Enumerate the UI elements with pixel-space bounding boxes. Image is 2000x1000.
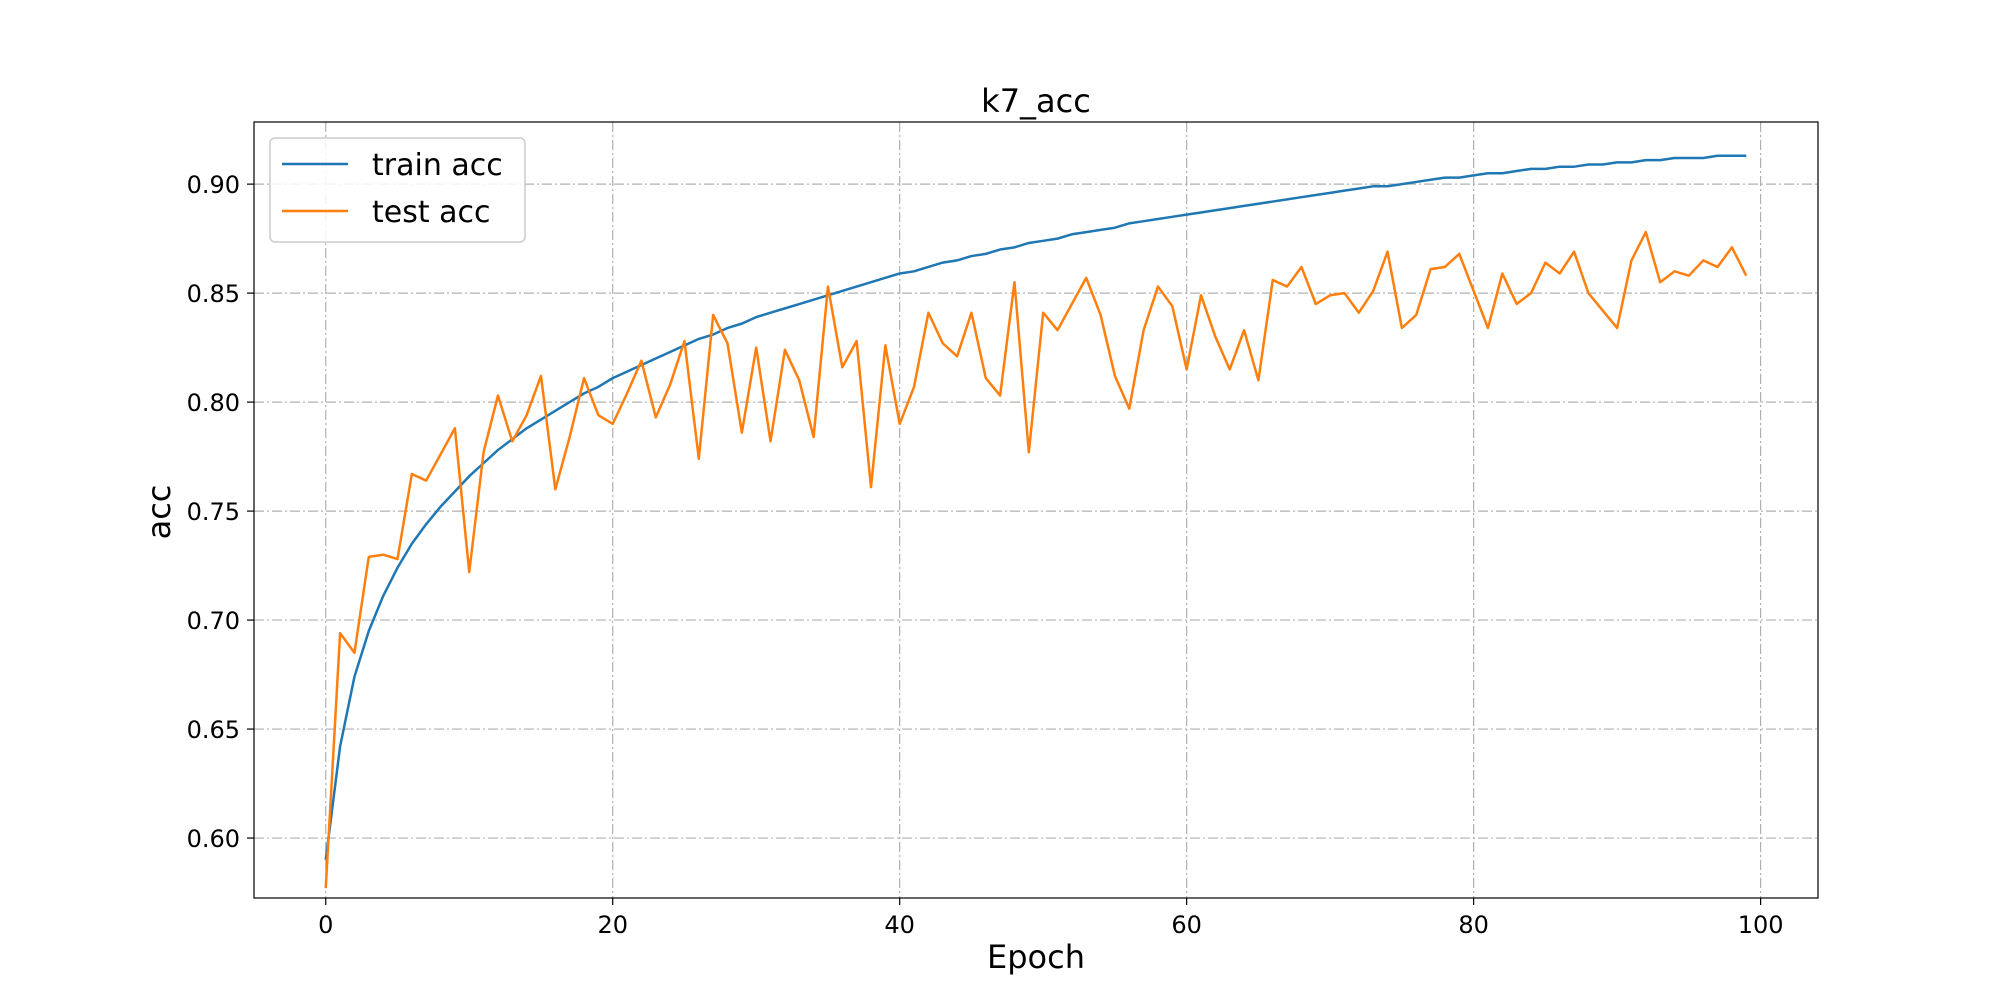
y-axis: 0.60 0.65 0.70 0.75 0.80 0.85 0.90	[187, 171, 254, 853]
y-tick-label: 0.60	[187, 825, 240, 853]
y-axis-title: acc	[140, 485, 178, 540]
series-train-acc	[324, 154, 1747, 861]
chart-title: k7_acc	[981, 82, 1091, 120]
y-tick-label: 0.90	[187, 171, 240, 199]
line-train-acc	[324, 154, 1747, 861]
x-tick-label: 100	[1738, 911, 1784, 939]
x-tick-label: 80	[1458, 911, 1489, 939]
y-tick-label: 0.70	[187, 607, 240, 635]
y-tick-label: 0.65	[187, 716, 240, 744]
x-tick-label: 20	[597, 911, 628, 939]
legend: train acc test acc	[269, 137, 526, 243]
legend-label-train-acc: train acc	[372, 148, 503, 183]
x-tick-label: 60	[1171, 911, 1202, 939]
x-axis-title: Epoch	[987, 938, 1085, 976]
y-tick-label: 0.85	[187, 280, 240, 308]
y-tick-label: 0.80	[187, 389, 240, 417]
x-tick-label: 0	[318, 911, 333, 939]
x-tick-label: 40	[884, 911, 915, 939]
series-layer	[324, 154, 1748, 889]
x-axis: 0 20 40 60 80 100	[318, 898, 1784, 939]
plot-frame	[253, 121, 1819, 899]
legend-label-test-acc: test acc	[372, 195, 491, 230]
y-tick-label: 0.75	[187, 498, 240, 526]
series-test-acc	[324, 230, 1748, 889]
line-test-acc	[324, 230, 1748, 889]
